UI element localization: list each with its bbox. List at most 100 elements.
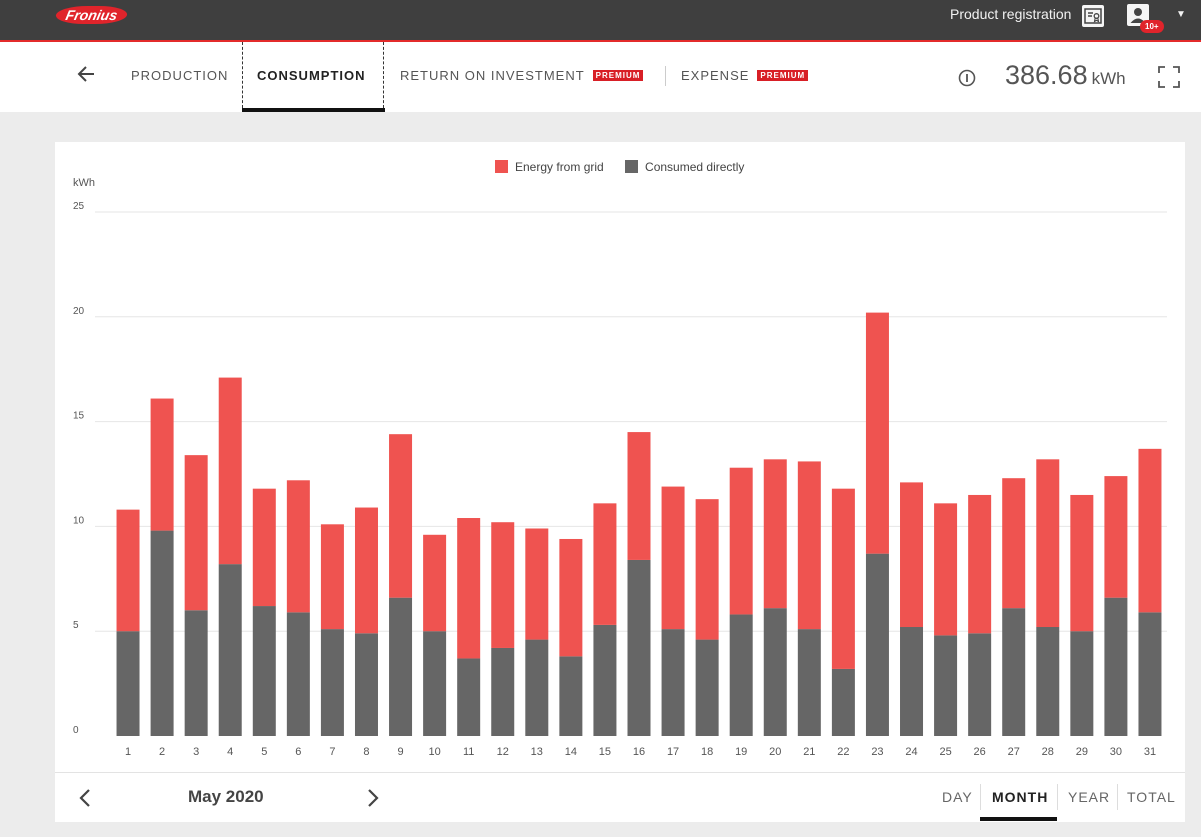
tab-expense[interactable]: EXPENSE PREMIUM	[681, 68, 809, 83]
legend-swatch	[625, 160, 639, 173]
bar-energy-from-grid-5	[252, 488, 276, 607]
bar-consumed-directly-1	[116, 631, 140, 736]
legend-item-consumed-directly[interactable]: Consumed directly	[625, 160, 744, 174]
x-tick-label: 25	[939, 746, 951, 758]
bar-consumed-directly-27	[1002, 608, 1026, 736]
bar-energy-from-grid-20	[763, 459, 787, 609]
active-period-indicator	[980, 817, 1057, 821]
bar-energy-from-grid-29	[1070, 494, 1094, 632]
bar-energy-from-grid-28	[1036, 459, 1060, 628]
y-tick-label: 0	[73, 725, 79, 736]
tab-return-on-investment[interactable]: RETURN ON INVESTMENT PREMIUM	[400, 68, 644, 83]
bar-energy-from-grid-22	[831, 488, 855, 669]
bar-consumed-directly-19	[729, 614, 753, 736]
bar-energy-from-grid-6	[286, 480, 310, 613]
premium-badge: PREMIUM	[757, 70, 809, 81]
bar-consumed-directly-25	[934, 635, 958, 736]
bar-energy-from-grid-16	[627, 432, 651, 560]
back-arrow-icon[interactable]	[74, 62, 98, 86]
x-tick-label: 18	[701, 746, 713, 758]
chevron-right-icon[interactable]	[363, 787, 383, 809]
bar-consumed-directly-7	[320, 629, 344, 736]
bar-consumed-directly-22	[831, 668, 855, 736]
bar-energy-from-grid-19	[729, 467, 753, 615]
x-tick-label: 5	[261, 746, 267, 758]
bar-consumed-directly-10	[423, 631, 447, 736]
period-separator	[1117, 784, 1118, 810]
bar-consumed-directly-14	[559, 656, 583, 736]
chevron-left-icon[interactable]	[75, 787, 95, 809]
bar-energy-from-grid-25	[934, 503, 958, 636]
premium-badge: PREMIUM	[592, 70, 644, 81]
bar-energy-from-grid-9	[389, 434, 413, 598]
x-tick-label: 20	[769, 746, 781, 758]
bar-energy-from-grid-26	[968, 494, 992, 634]
bar-consumed-directly-4	[218, 564, 242, 736]
period-label: May 2020	[188, 787, 264, 806]
bar-consumed-directly-17	[661, 629, 685, 736]
chevron-down-icon[interactable]: ▼	[1176, 9, 1186, 20]
info-icon[interactable]	[958, 69, 976, 87]
bar-consumed-directly-15	[593, 624, 617, 736]
bar-consumed-directly-16	[627, 559, 651, 736]
bar-consumed-directly-26	[968, 633, 992, 736]
bar-energy-from-grid-1	[116, 509, 140, 632]
bar-consumed-directly-12	[491, 647, 515, 736]
product-registration-link[interactable]: Product registration	[950, 6, 1072, 22]
bar-consumed-directly-3	[184, 610, 208, 736]
period-day[interactable]: DAY	[942, 789, 973, 805]
bar-energy-from-grid-15	[593, 503, 617, 625]
footer-divider	[55, 772, 1185, 773]
bar-energy-from-grid-13	[525, 528, 549, 640]
bar-energy-from-grid-17	[661, 486, 685, 630]
period-month[interactable]: MONTH	[992, 789, 1049, 805]
total-value: 386.68	[1005, 60, 1088, 90]
top-bar: Fronius Product registration 10+ ▼	[0, 0, 1201, 40]
bar-consumed-directly-6	[286, 612, 310, 736]
bar-consumed-directly-18	[695, 639, 719, 736]
fronius-logo[interactable]: Fronius	[54, 6, 130, 24]
bar-consumed-directly-23	[865, 553, 889, 736]
tab-consumption[interactable]: CONSUMPTION	[257, 68, 366, 83]
bar-energy-from-grid-24	[900, 482, 924, 628]
bar-consumed-directly-11	[457, 658, 481, 736]
legend-item-energy-from-grid[interactable]: Energy from grid	[495, 160, 604, 174]
bar-consumed-directly-29	[1070, 631, 1094, 736]
x-tick-label: 28	[1042, 746, 1054, 758]
x-tick-label: 14	[565, 746, 577, 758]
bar-energy-from-grid-31	[1138, 448, 1162, 613]
period-year[interactable]: YEAR	[1068, 789, 1111, 805]
bar-energy-from-grid-27	[1002, 478, 1026, 609]
x-tick-label: 19	[735, 746, 747, 758]
chart-card: Energy from grid Consumed directly kWh 0 5…	[55, 142, 1185, 822]
period-total[interactable]: TOTAL	[1127, 789, 1176, 805]
x-tick-label: 1	[125, 746, 131, 758]
x-tick-label: 7	[329, 746, 335, 758]
certificate-icon[interactable]	[1082, 5, 1104, 27]
x-tick-label: 22	[837, 746, 849, 758]
x-tick-label: 31	[1144, 746, 1156, 758]
tab-production[interactable]: PRODUCTION	[131, 68, 229, 83]
y-tick-label: 5	[73, 620, 79, 631]
x-tick-label: 13	[531, 746, 543, 758]
x-tick-label: 9	[397, 746, 403, 758]
bar-consumed-directly-9	[389, 597, 413, 736]
bar-energy-from-grid-2	[150, 398, 174, 531]
active-tab-indicator	[242, 108, 385, 112]
x-tick-label: 30	[1110, 746, 1122, 758]
period-separator	[1057, 784, 1058, 810]
bar-consumed-directly-13	[525, 639, 549, 736]
y-tick-label: 20	[73, 306, 85, 317]
legend-label: Consumed directly	[645, 160, 745, 174]
x-tick-label: 6	[295, 746, 301, 758]
total-unit: kWh	[1091, 69, 1126, 88]
fullscreen-icon[interactable]	[1157, 65, 1181, 89]
bar-energy-from-grid-30	[1104, 476, 1128, 598]
total-consumption: 386.68 kWh	[1005, 60, 1126, 91]
tab-separator	[665, 66, 666, 86]
x-tick-label: 17	[667, 746, 679, 758]
x-tick-label: 29	[1076, 746, 1088, 758]
bar-consumed-directly-2	[150, 530, 174, 736]
x-tick-label: 23	[871, 746, 883, 758]
